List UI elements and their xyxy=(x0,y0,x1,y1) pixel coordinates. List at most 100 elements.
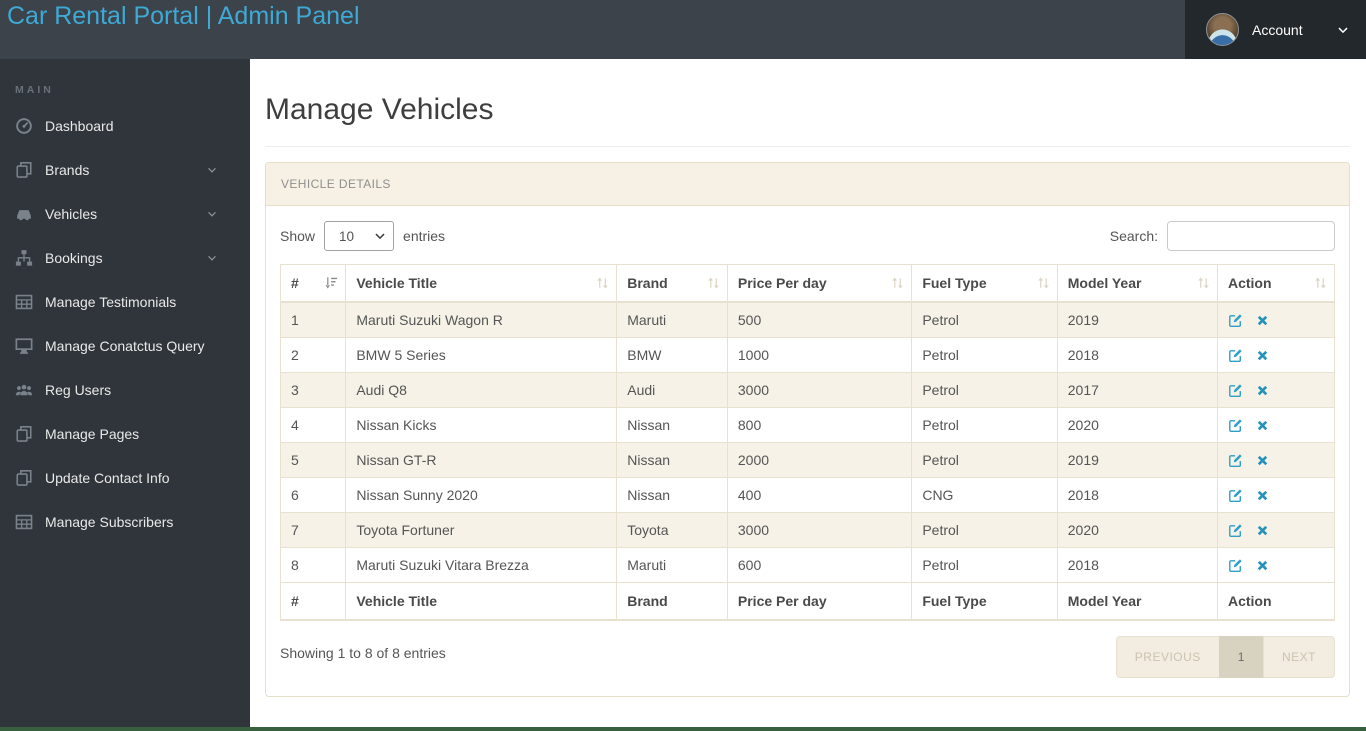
chevron-down-icon xyxy=(1336,23,1350,37)
table-row: 6 Nissan Sunny 2020 Nissan 400 CNG 2018 xyxy=(279,477,1336,513)
sidebar-item-manage-subscribers[interactable]: Manage Subscribers xyxy=(0,500,250,544)
sort-both-icon xyxy=(595,276,610,291)
pagination-previous-button[interactable]: PREVIOUS xyxy=(1115,636,1220,678)
search-label: Search: xyxy=(1109,228,1158,244)
table-row: 8 Maruti Suzuki Vitara Brezza Maruti 600 Pet… xyxy=(279,547,1336,583)
copy-icon xyxy=(15,425,33,443)
sidebar-item-bookings[interactable]: Bookings xyxy=(0,236,250,280)
footer-column-price-per-day: Price Per day xyxy=(726,582,913,621)
price-cell: 600 xyxy=(726,547,913,583)
sidebar-item-brands[interactable]: Brands xyxy=(0,148,250,192)
column-header-label: Vehicle Title xyxy=(356,275,438,291)
action-cell xyxy=(1216,442,1336,478)
pagination-next-button[interactable]: NEXT xyxy=(1262,636,1335,678)
sidebar-item-reg-users[interactable]: Reg Users xyxy=(0,368,250,412)
table-header-row: # Vehicle Title Brand Price Per day Fuel Typ… xyxy=(279,264,1336,303)
delete-vehicle-icon[interactable] xyxy=(1255,348,1270,363)
main-content: Manage Vehicles VEHICLE DETAILS Show 10 … xyxy=(250,59,1366,727)
vehicle-title-cell: Nissan GT-R xyxy=(345,442,618,478)
edit-vehicle-icon[interactable] xyxy=(1228,383,1243,398)
delete-vehicle-icon[interactable] xyxy=(1255,488,1270,503)
column-header-model-year[interactable]: Model Year xyxy=(1056,264,1218,303)
delete-vehicle-icon[interactable] xyxy=(1255,523,1270,538)
pagination-page-1-button[interactable]: 1 xyxy=(1218,636,1264,678)
brand-cell: Nissan xyxy=(616,407,728,443)
car-icon xyxy=(15,205,33,223)
sort-both-icon xyxy=(890,276,905,291)
edit-vehicle-icon[interactable] xyxy=(1228,558,1243,573)
delete-vehicle-icon[interactable] xyxy=(1255,453,1270,468)
fuel-type-cell: Petrol xyxy=(911,337,1058,373)
brand-cell: BMW xyxy=(616,337,728,373)
column-header-label: Model Year xyxy=(1067,275,1142,291)
sidebar-item-label: Update Contact Info xyxy=(45,470,170,486)
fuel-type-cell: Petrol xyxy=(911,547,1058,583)
chevron-down-icon xyxy=(206,164,218,176)
brand-cell: Maruti xyxy=(616,547,728,583)
sidebar-item-manage-testimonials[interactable]: Manage Testimonials xyxy=(0,280,250,324)
vehicles-table: # Vehicle Title Brand Price Per day Fuel Typ… xyxy=(279,264,1336,621)
edit-vehicle-icon[interactable] xyxy=(1228,453,1243,468)
edit-vehicle-icon[interactable] xyxy=(1228,418,1243,433)
brand-cell: Toyota xyxy=(616,512,728,548)
delete-vehicle-icon[interactable] xyxy=(1255,313,1270,328)
account-label: Account xyxy=(1252,21,1303,38)
delete-vehicle-icon[interactable] xyxy=(1255,383,1270,398)
vehicle-details-panel: VEHICLE DETAILS Show 10 entries Search: … xyxy=(265,162,1350,697)
model-year-cell: 2019 xyxy=(1056,301,1218,338)
table-row: 7 Toyota Fortuner Toyota 3000 Petrol 2020 xyxy=(279,512,1336,548)
sidebar-item-dashboard[interactable]: Dashboard xyxy=(0,104,250,148)
account-dropdown[interactable]: Account xyxy=(1185,0,1366,59)
sidebar-section-label: MAIN xyxy=(15,84,54,96)
brand-cell: Maruti xyxy=(616,301,728,338)
top-navbar: Car Rental Portal | Admin Panel Account xyxy=(0,0,1366,59)
sidebar-item-label: Manage Testimonials xyxy=(45,294,177,310)
panel-title: VEHICLE DETAILS xyxy=(266,163,1349,206)
column-header-action[interactable]: Action xyxy=(1216,264,1336,303)
entries-select[interactable]: 10 xyxy=(324,221,395,251)
column-header-label: Brand xyxy=(627,275,668,291)
action-cell xyxy=(1216,407,1336,443)
avatar xyxy=(1206,13,1239,46)
column-header-vehicle-title[interactable]: Vehicle Title xyxy=(345,264,618,303)
sidebar-item-update-contact-info[interactable]: Update Contact Info xyxy=(0,456,250,500)
price-cell: 1000 xyxy=(726,337,913,373)
sidebar-item-label: Brands xyxy=(45,162,90,178)
vehicle-title-cell: Audi Q8 xyxy=(345,372,618,408)
search-input[interactable] xyxy=(1167,221,1335,251)
column-header-brand[interactable]: Brand xyxy=(616,264,728,303)
delete-vehicle-icon[interactable] xyxy=(1255,418,1270,433)
row-number: 6 xyxy=(279,477,347,513)
column-header-num[interactable]: # xyxy=(279,264,347,303)
sidebar-item-vehicles[interactable]: Vehicles xyxy=(0,192,250,236)
edit-vehicle-icon[interactable] xyxy=(1228,488,1243,503)
model-year-cell: 2018 xyxy=(1056,477,1218,513)
page-length-control: Show 10 entries xyxy=(280,221,445,251)
price-cell: 3000 xyxy=(726,372,913,408)
row-number: 5 xyxy=(279,442,347,478)
fuel-type-cell: Petrol xyxy=(911,407,1058,443)
column-header-label: # xyxy=(291,275,299,291)
edit-vehicle-icon[interactable] xyxy=(1228,313,1243,328)
search-control: Search: xyxy=(1110,221,1335,251)
sidebar-item-manage-conatctus-query[interactable]: Manage Conatctus Query xyxy=(0,324,250,368)
table-controls: Show 10 entries Search: xyxy=(280,221,1335,251)
brand-title[interactable]: Car Rental Portal | Admin Panel xyxy=(7,2,360,30)
brand-cell: Nissan xyxy=(616,442,728,478)
delete-vehicle-icon[interactable] xyxy=(1255,558,1270,573)
action-cell xyxy=(1216,512,1336,548)
sidebar-item-manage-pages[interactable]: Manage Pages xyxy=(0,412,250,456)
column-header-fuel-type[interactable]: Fuel Type xyxy=(911,264,1058,303)
column-header-price-per-day[interactable]: Price Per day xyxy=(726,264,913,303)
sitemap-icon xyxy=(15,249,33,267)
fuel-type-cell: Petrol xyxy=(911,372,1058,408)
footer-column-num: # xyxy=(279,582,347,621)
table-footer-row: # Vehicle Title Brand Price Per day Fuel Typ… xyxy=(279,582,1336,621)
edit-vehicle-icon[interactable] xyxy=(1228,348,1243,363)
panel-body: Show 10 entries Search: # Vehicle Title Br… xyxy=(266,206,1349,696)
vehicle-title-cell: BMW 5 Series xyxy=(345,337,618,373)
action-cell xyxy=(1216,372,1336,408)
edit-vehicle-icon[interactable] xyxy=(1228,523,1243,538)
model-year-cell: 2018 xyxy=(1056,337,1218,373)
fuel-type-cell: Petrol xyxy=(911,512,1058,548)
